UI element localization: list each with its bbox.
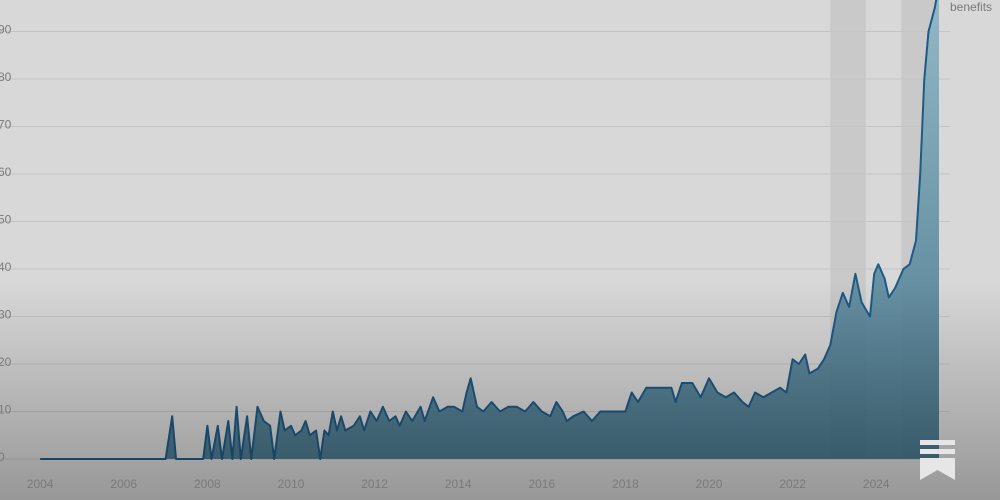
x-tick-label: 2014 <box>445 477 472 491</box>
y-tick-label: 80 <box>0 70 12 84</box>
x-tick-label: 2008 <box>194 477 221 491</box>
y-tick-label: 70 <box>0 118 12 132</box>
y-tick-label: 50 <box>0 213 12 227</box>
x-tick-label: 2022 <box>779 477 806 491</box>
x-tick-label: 2020 <box>696 477 723 491</box>
x-tick-label: 2018 <box>612 477 639 491</box>
y-tick-label: 40 <box>0 260 12 274</box>
series-label: benefits <box>950 0 992 14</box>
y-tick-label: 0 <box>0 450 5 464</box>
x-tick-label: 2004 <box>27 477 54 491</box>
y-tick-label: 10 <box>0 403 12 417</box>
y-tick-label: 30 <box>0 308 12 322</box>
x-tick-label: 2024 <box>863 477 890 491</box>
x-tick-label: 2006 <box>110 477 137 491</box>
x-tick-label: 2012 <box>361 477 388 491</box>
x-tick-label: 2010 <box>278 477 305 491</box>
bottom-shade <box>0 280 1000 500</box>
y-tick-label: 90 <box>0 23 12 37</box>
y-tick-label: 20 <box>0 355 12 369</box>
logo <box>920 440 955 480</box>
x-tick-label: 2016 <box>528 477 555 491</box>
y-tick-label: 60 <box>0 165 12 179</box>
